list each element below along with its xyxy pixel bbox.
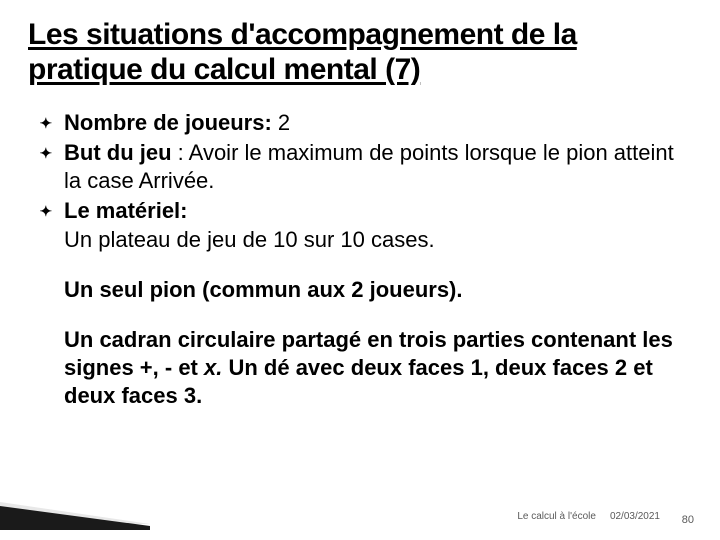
bullet-item-1: Nombre de joueurs: 2: [36, 109, 684, 137]
bullet-label: But du jeu: [64, 140, 172, 165]
footer-text: Le calcul à l'école 02/03/2021: [517, 511, 660, 522]
bullet-value: 2: [272, 110, 290, 135]
bullet-item-2: But du jeu : Avoir le maximum de points …: [36, 139, 684, 195]
bullet-text: But du jeu : Avoir le maximum de points …: [64, 139, 684, 195]
bullet-icon: [36, 109, 64, 135]
bullet-icon: [36, 197, 64, 223]
bullet-label: Le matériel:: [64, 198, 188, 223]
para2-italic: x.: [204, 355, 222, 380]
bullet-line2: Un plateau de jeu de 10 sur 10 cases.: [64, 227, 435, 252]
paragraph-2: Un cadran circulaire partagé en trois pa…: [64, 326, 684, 410]
slide-title: Les situations d'accompagnement de la pr…: [28, 18, 692, 87]
page-number: 80: [682, 514, 694, 526]
footer-date: 02/03/2021: [610, 511, 660, 522]
footer-label: Le calcul à l'école: [517, 511, 596, 522]
paragraph-1: Un seul pion (commun aux 2 joueurs).: [64, 276, 684, 304]
bullet-icon: [36, 139, 64, 165]
bullet-text: Nombre de joueurs: 2: [64, 109, 684, 137]
slide: Les situations d'accompagnement de la pr…: [0, 0, 720, 540]
slide-footer: Le calcul à l'école 02/03/2021: [0, 511, 720, 522]
bullet-text: Le matériel: Un plateau de jeu de 10 sur…: [64, 197, 684, 253]
bullet-item-3: Le matériel: Un plateau de jeu de 10 sur…: [36, 197, 684, 253]
content-body: Nombre de joueurs: 2 But du jeu : Avoir …: [28, 109, 692, 410]
bullet-label: Nombre de joueurs:: [64, 110, 272, 135]
